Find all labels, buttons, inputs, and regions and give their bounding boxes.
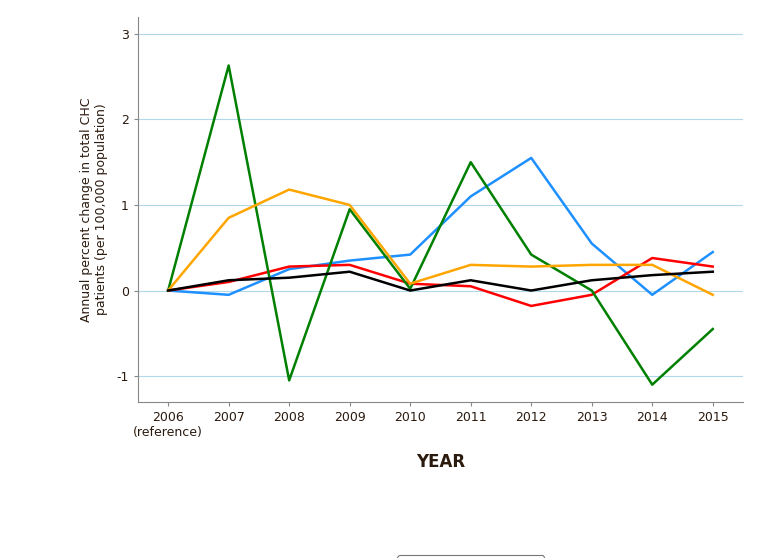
New Jersey — [405, 280, 414, 287]
New York — [648, 272, 657, 278]
Legend: Arizona, Florida, Maryland, New Jersey, New York: Arizona, Florida, Maryland, New Jersey, … — [397, 555, 545, 558]
New Jersey — [285, 186, 294, 193]
New York — [405, 287, 414, 294]
Y-axis label: Annual percent change in total CHC
patients (per 100,000 population): Annual percent change in total CHC patie… — [80, 97, 108, 321]
Arizona — [224, 291, 234, 298]
Maryland — [224, 62, 234, 69]
Arizona — [405, 251, 414, 258]
Line: Florida: Florida — [169, 258, 713, 306]
Maryland — [164, 287, 173, 294]
New Jersey — [164, 287, 173, 294]
New Jersey — [527, 263, 536, 270]
Line: New York: New York — [169, 272, 713, 291]
Maryland — [466, 159, 476, 166]
Line: Arizona: Arizona — [169, 158, 713, 295]
Maryland — [527, 251, 536, 258]
Florida — [588, 291, 597, 298]
New Jersey — [224, 214, 234, 221]
X-axis label: YEAR: YEAR — [416, 453, 465, 471]
New York — [466, 277, 476, 283]
Maryland — [709, 326, 718, 333]
New Jersey — [648, 262, 657, 268]
New Jersey — [588, 262, 597, 268]
Line: New Jersey: New Jersey — [169, 190, 713, 295]
Maryland — [345, 206, 355, 213]
Arizona — [466, 193, 476, 200]
New York — [527, 287, 536, 294]
Line: Maryland: Maryland — [169, 65, 713, 384]
New York — [345, 268, 355, 275]
Florida — [405, 280, 414, 287]
New York — [164, 287, 173, 294]
Arizona — [648, 291, 657, 298]
Arizona — [345, 257, 355, 264]
Maryland — [405, 286, 414, 292]
Arizona — [285, 266, 294, 272]
Arizona — [709, 249, 718, 256]
Arizona — [588, 240, 597, 247]
Maryland — [588, 287, 597, 294]
Maryland — [648, 381, 657, 388]
New Jersey — [709, 291, 718, 298]
Maryland — [285, 377, 294, 384]
New York — [709, 268, 718, 275]
Florida — [648, 254, 657, 261]
Florida — [345, 262, 355, 268]
Florida — [224, 278, 234, 285]
New York — [285, 275, 294, 281]
New Jersey — [466, 262, 476, 268]
Arizona — [164, 287, 173, 294]
New York — [224, 277, 234, 283]
Arizona — [527, 155, 536, 161]
Florida — [164, 287, 173, 294]
Florida — [709, 263, 718, 270]
New Jersey — [345, 201, 355, 208]
New York — [588, 277, 597, 283]
Florida — [466, 283, 476, 290]
Florida — [285, 263, 294, 270]
Florida — [527, 302, 536, 309]
